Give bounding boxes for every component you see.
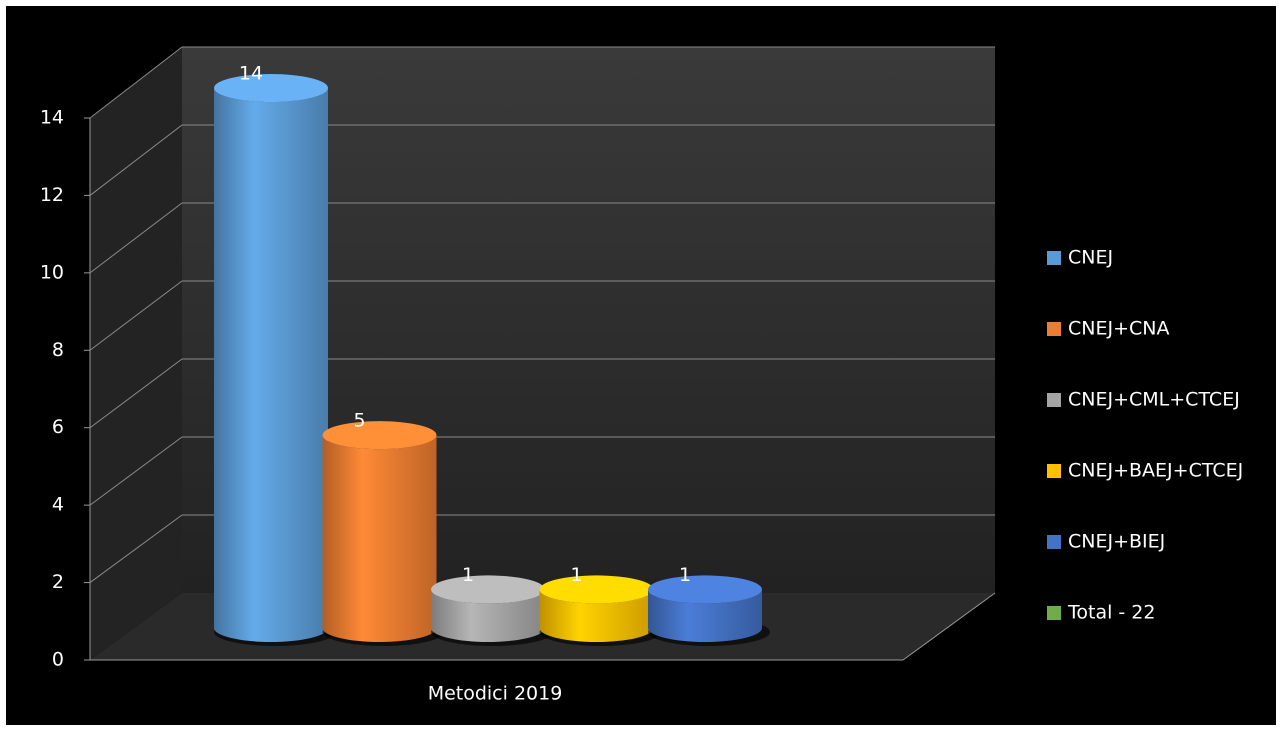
- bar-top: [322, 421, 437, 450]
- grid-line: [89, 514, 183, 583]
- y-tick-label: 0: [52, 649, 64, 671]
- legend-swatch: [1047, 322, 1061, 336]
- y-tick-label: 6: [52, 416, 64, 438]
- data-label: 5: [353, 410, 365, 432]
- legend-swatch: [1047, 535, 1061, 549]
- y-tick-label: 4: [52, 494, 64, 516]
- legend-label: CNEJ+BAEJ+CTCEJ: [1068, 460, 1243, 482]
- bar: [214, 88, 328, 642]
- bar: [322, 435, 437, 642]
- floor-edge: [902, 592, 996, 661]
- bar: [431, 589, 545, 642]
- bar: [648, 589, 762, 642]
- grid-line: [89, 124, 183, 196]
- y-tick-label: 10: [40, 261, 64, 283]
- legend-swatch: [1047, 606, 1061, 620]
- grid-line: [89, 280, 183, 351]
- data-label: 1: [570, 564, 582, 586]
- data-label: 1: [462, 564, 474, 586]
- legend-label: CNEJ+BIEJ: [1068, 531, 1165, 553]
- grid-line: [89, 358, 183, 429]
- grid-line: [89, 46, 183, 119]
- grid-line: [89, 202, 183, 274]
- bar-top: [214, 74, 328, 102]
- legend-label: CNEJ+CML+CTCEJ: [1068, 389, 1240, 411]
- y-tick-label: 8: [52, 339, 64, 361]
- legend-swatch: [1047, 464, 1061, 478]
- side-wall: [90, 47, 182, 660]
- y-tick-label: 14: [40, 107, 64, 129]
- legend-label: CNEJ+CNA: [1068, 318, 1170, 340]
- y-tick-label: 12: [40, 184, 64, 206]
- y-tick-label: 2: [52, 571, 64, 593]
- bar-top: [431, 575, 545, 604]
- legend-swatch: [1047, 393, 1061, 407]
- legend-label: CNEJ: [1068, 247, 1113, 269]
- bar: [539, 589, 654, 642]
- bar-top: [648, 575, 762, 604]
- data-label: 14: [239, 63, 263, 85]
- data-label: 1: [679, 564, 691, 586]
- legend-label: Total - 22: [1067, 602, 1156, 624]
- bar-top: [539, 575, 654, 604]
- legend-swatch: [1047, 251, 1061, 265]
- x-tick-label: Metodici 2019: [428, 683, 563, 705]
- grid-line: [89, 436, 183, 506]
